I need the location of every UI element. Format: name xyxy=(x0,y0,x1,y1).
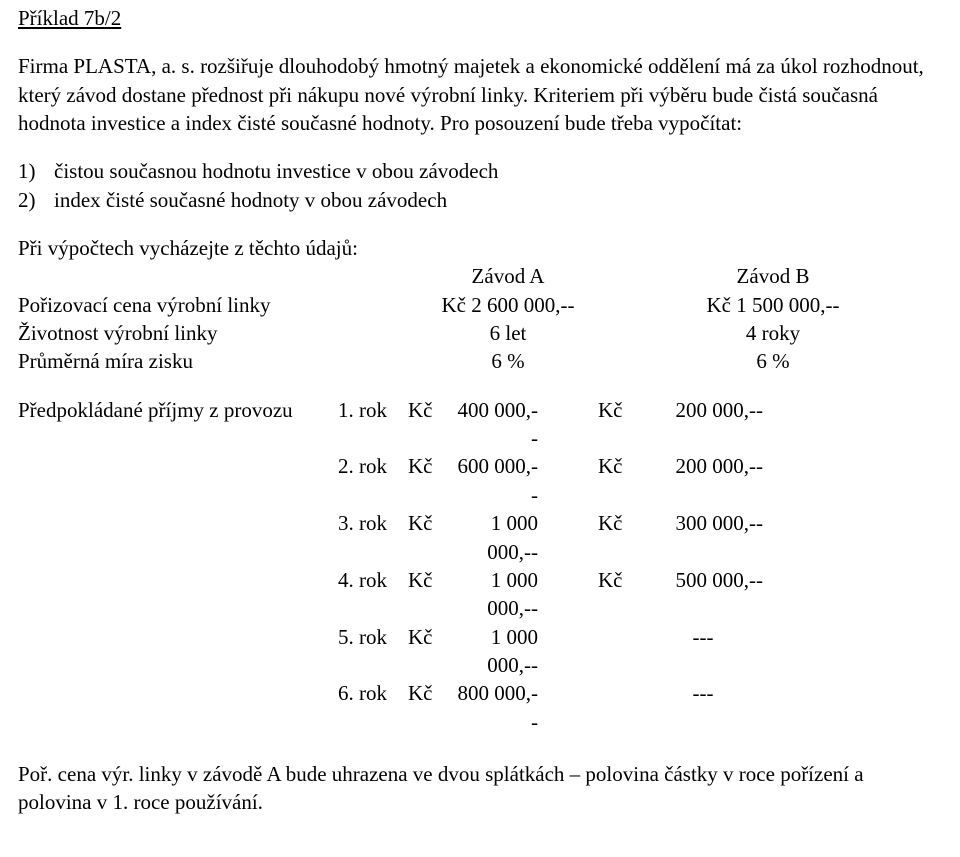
params-row-1: Pořizovací cena výrobní linky Kč 2 600 0… xyxy=(18,291,942,319)
currency-label: Kč xyxy=(598,566,643,623)
income-year: 3. rok xyxy=(338,509,408,566)
param-value-b: 4 roky xyxy=(648,319,898,347)
task-list: 1) čistou současnou hodnotu investice v … xyxy=(18,157,942,214)
blank-cell xyxy=(18,679,338,736)
task-index: 1) xyxy=(18,157,54,185)
task-item-1: 1) čistou současnou hodnotu investice v … xyxy=(18,157,942,185)
income-row-5: 5. rok Kč 1 000 000,-- --- xyxy=(18,623,942,680)
blank-cell xyxy=(18,566,338,623)
currency-label: Kč xyxy=(408,679,453,736)
col-b-header: Závod B xyxy=(648,262,898,290)
page: Příklad 7b/2 Firma PLASTA, a. s. rozšiřu… xyxy=(0,0,960,857)
params-row-2: Životnost výrobní linky 6 let 4 roky xyxy=(18,319,942,347)
currency-label: Kč xyxy=(598,452,643,509)
income-year: 5. rok xyxy=(338,623,408,680)
params-row-3: Průměrná míra zisku 6 % 6 % xyxy=(18,347,942,375)
income-label: Předpokládané příjmy z provozu xyxy=(18,396,338,453)
example-heading: Příklad 7b/2 xyxy=(18,4,942,32)
task-text: čistou současnou hodnotu investice v obo… xyxy=(54,157,942,185)
param-label: Životnost výrobní linky xyxy=(18,319,368,347)
currency-label: Kč xyxy=(408,509,453,566)
income-year: 1. rok xyxy=(338,396,408,453)
param-value-a: 6 let xyxy=(368,319,648,347)
currency-label: Kč xyxy=(598,396,643,453)
currency-label: Kč xyxy=(408,566,453,623)
income-year: 2. rok xyxy=(338,452,408,509)
blank-cell xyxy=(18,452,338,509)
currency-label: Kč xyxy=(408,452,453,509)
param-value-b: 6 % xyxy=(648,347,898,375)
income-row-4: 4. rok Kč 1 000 000,-- Kč 500 000,-- xyxy=(18,566,942,623)
income-a-value: 400 000,-- xyxy=(453,396,598,453)
param-label: Průměrná míra zisku xyxy=(18,347,368,375)
income-b-value: 200 000,-- xyxy=(643,452,803,509)
param-value-a: Kč 2 600 000,-- xyxy=(368,291,648,319)
task-index: 2) xyxy=(18,186,54,214)
income-a-value: 1 000 000,-- xyxy=(453,566,598,623)
income-b-value: 300 000,-- xyxy=(643,509,803,566)
currency-label: Kč xyxy=(598,509,643,566)
blank-cell xyxy=(598,679,643,736)
col-a-header: Závod A xyxy=(368,262,648,290)
blank-cell xyxy=(18,623,338,680)
income-row-2: 2. rok Kč 600 000,-- Kč 200 000,-- xyxy=(18,452,942,509)
blank-cell xyxy=(598,623,643,680)
blank-cell xyxy=(18,509,338,566)
income-a-value: 800 000,-- xyxy=(453,679,598,736)
income-row-1: Předpokládané příjmy z provozu 1. rok Kč… xyxy=(18,396,942,453)
income-b-value: --- xyxy=(643,679,803,736)
income-row-3: 3. rok Kč 1 000 000,-- Kč 300 000,-- xyxy=(18,509,942,566)
footer-paragraph: Poř. cena výr. linky v závodě A bude uhr… xyxy=(18,760,942,817)
params-header-row: Závod A Závod B xyxy=(18,262,942,290)
example-label: Příklad 7b/2 xyxy=(18,6,121,30)
income-b-value: 200 000,-- xyxy=(643,396,803,453)
income-b-value: 500 000,-- xyxy=(643,566,803,623)
task-text: index čisté současné hodnoty v obou závo… xyxy=(54,186,942,214)
income-a-value: 600 000,-- xyxy=(453,452,598,509)
param-label: Pořizovací cena výrobní linky xyxy=(18,291,368,319)
params-intro: Při výpočtech vycházejte z těchto údajů: xyxy=(18,234,942,262)
income-year: 6. rok xyxy=(338,679,408,736)
params-block: Při výpočtech vycházejte z těchto údajů:… xyxy=(18,234,942,376)
income-row-6: 6. rok Kč 800 000,-- --- xyxy=(18,679,942,736)
income-a-value: 1 000 000,-- xyxy=(453,509,598,566)
currency-label: Kč xyxy=(408,623,453,680)
income-block: Předpokládané příjmy z provozu 1. rok Kč… xyxy=(18,396,942,736)
income-year: 4. rok xyxy=(338,566,408,623)
currency-label: Kč xyxy=(408,396,453,453)
param-value-b: Kč 1 500 000,-- xyxy=(648,291,898,319)
intro-paragraph: Firma PLASTA, a. s. rozšiřuje dlouhodobý… xyxy=(18,52,942,137)
blank-cell xyxy=(18,262,368,290)
income-b-value: --- xyxy=(643,623,803,680)
task-item-2: 2) index čisté současné hodnoty v obou z… xyxy=(18,186,942,214)
income-a-value: 1 000 000,-- xyxy=(453,623,598,680)
param-value-a: 6 % xyxy=(368,347,648,375)
